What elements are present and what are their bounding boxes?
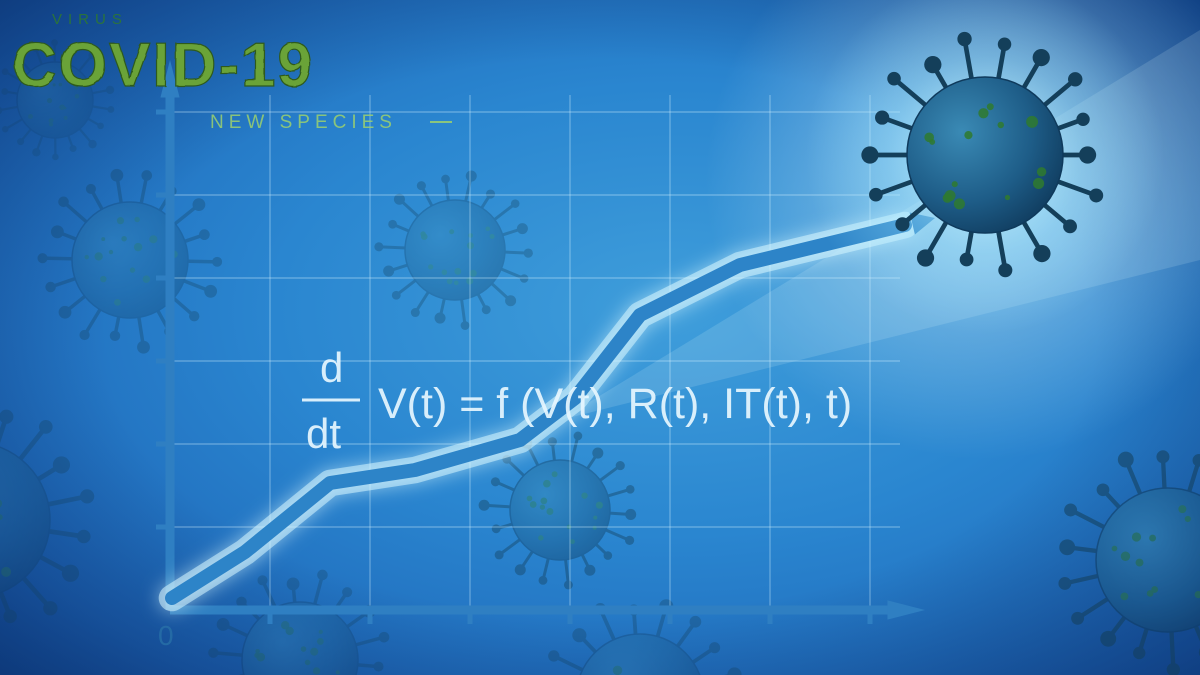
title-subtitle: NEW SPECIES: [210, 112, 397, 133]
origin-label: 0: [158, 620, 174, 651]
canvas-svg: 0 d dt V(t) = f (V(t), R(t), IT(t), t) VIRUS…: [0, 0, 1200, 675]
title-small: VIRUS: [52, 11, 128, 28]
infographic-root: 0 d dt V(t) = f (V(t), R(t), IT(t), t) VIRUS…: [0, 0, 1200, 675]
formula-numerator: d: [320, 344, 343, 391]
formula-denominator: dt: [306, 410, 341, 457]
title-main: COVID-19: [12, 31, 314, 100]
formula-body: V(t) = f (V(t), R(t), IT(t), t): [378, 380, 852, 428]
